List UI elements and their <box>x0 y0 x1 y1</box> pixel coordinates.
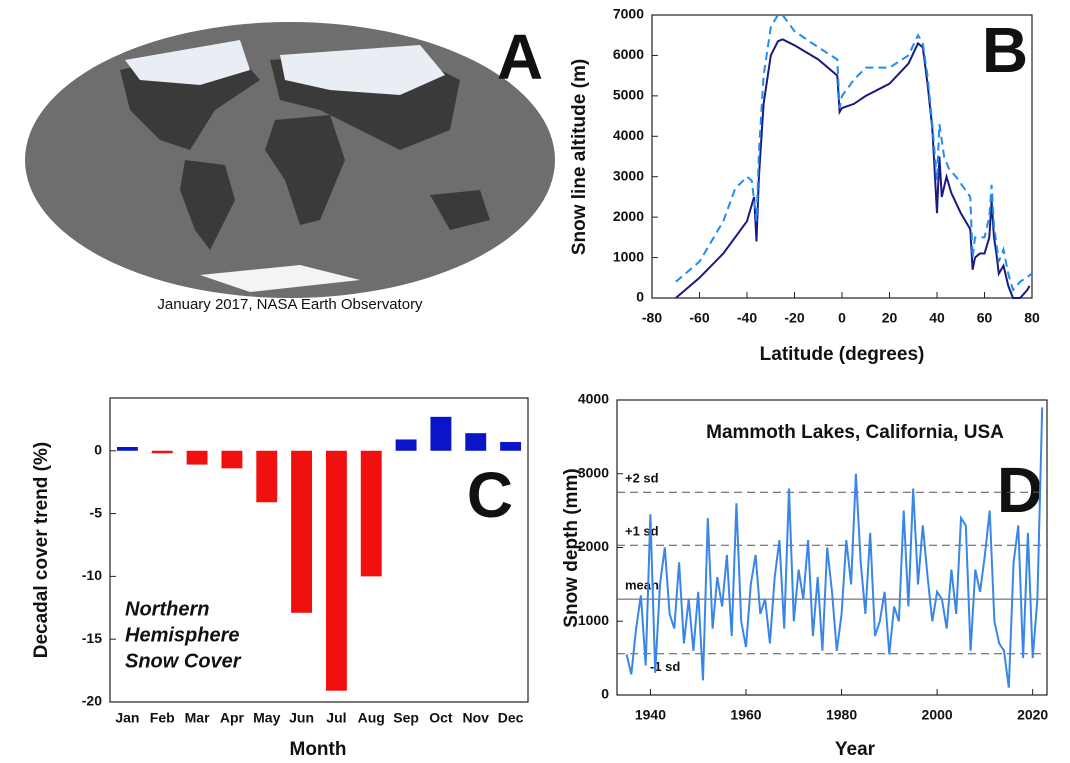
x-tick-label: Mar <box>185 710 210 726</box>
x-tick-label: Sep <box>393 710 419 726</box>
x-tick-label: 2020 <box>1017 707 1048 723</box>
x-axis-label: Year <box>835 739 876 760</box>
bar <box>291 451 312 613</box>
x-tick-label: Oct <box>429 710 453 726</box>
bar <box>430 417 451 451</box>
y-tick-label: 0 <box>94 441 102 457</box>
bar <box>221 451 242 469</box>
annotation: Northern <box>125 598 209 620</box>
x-axis-label: Month <box>290 739 347 760</box>
x-tick-label: -60 <box>689 310 709 326</box>
data-line <box>676 15 1032 290</box>
x-tick-label: 60 <box>977 310 993 326</box>
reference-label: +1 sd <box>625 524 659 539</box>
x-tick-label: Feb <box>150 710 175 726</box>
y-tick-label: 0 <box>636 289 644 305</box>
x-tick-label: 1980 <box>826 707 857 723</box>
y-tick-label: -15 <box>82 630 102 646</box>
panel-letter: D <box>997 454 1043 526</box>
x-tick-label: Jan <box>115 710 139 726</box>
panel-letter: A <box>497 21 543 93</box>
y-tick-label: 5000 <box>613 87 644 103</box>
x-tick-label: May <box>253 710 280 726</box>
bar <box>361 451 382 577</box>
x-tick-label: 1940 <box>635 707 666 723</box>
bar <box>396 439 417 450</box>
y-axis-label: Snow line altitude (m) <box>569 59 590 255</box>
x-tick-label: -40 <box>737 310 757 326</box>
bar <box>256 451 277 503</box>
y-tick-label: 1000 <box>613 248 644 264</box>
y-tick-label: 0 <box>601 686 609 702</box>
bar <box>465 433 486 451</box>
y-tick-label: 7000 <box>613 6 644 22</box>
y-tick-label: 3000 <box>613 167 644 183</box>
x-tick-label: 0 <box>838 310 846 326</box>
x-tick-label: 80 <box>1024 310 1040 326</box>
x-tick-label: Dec <box>498 710 524 726</box>
y-axis-label: Decadal cover trend (%) <box>31 442 52 658</box>
plot-frame <box>617 400 1047 695</box>
annotation: Mammoth Lakes, California, USA <box>706 422 1004 443</box>
reference-label: +2 sd <box>625 471 659 486</box>
plot-frame <box>652 15 1032 298</box>
x-tick-label: Aug <box>358 710 385 726</box>
panel-letter: C <box>467 459 513 531</box>
annotation: Hemisphere <box>125 624 240 646</box>
x-tick-label: Apr <box>220 710 245 726</box>
y-tick-label: 6000 <box>613 46 644 62</box>
map-caption: January 2017, NASA Earth Observatory <box>157 296 423 313</box>
y-tick-label: 2000 <box>613 208 644 224</box>
panel-letter: B <box>982 14 1028 86</box>
bar <box>326 451 347 691</box>
annotation: Snow Cover <box>125 650 242 672</box>
y-tick-label: -10 <box>82 567 102 583</box>
x-tick-label: Nov <box>463 710 490 726</box>
y-tick-label: -5 <box>90 504 103 520</box>
y-tick-label: 4000 <box>613 127 644 143</box>
y-tick-label: 3000 <box>578 464 609 480</box>
data-line <box>676 39 1030 298</box>
data-line <box>627 407 1043 687</box>
bar <box>187 451 208 465</box>
x-tick-label: -20 <box>784 310 804 326</box>
y-tick-label: 4000 <box>578 391 609 407</box>
x-tick-label: 20 <box>882 310 898 326</box>
figure: January 2017, NASA Earth Observatory A B… <box>0 0 1070 763</box>
y-tick-label: 2000 <box>578 538 609 554</box>
x-axis-label: Latitude (degrees) <box>760 344 925 365</box>
y-tick-label: 1000 <box>578 612 609 628</box>
bar <box>152 451 173 454</box>
world-map <box>25 22 555 298</box>
y-tick-label: -20 <box>82 693 102 709</box>
x-tick-label: Jun <box>289 710 314 726</box>
x-tick-label: Jul <box>326 710 346 726</box>
bar <box>500 442 521 451</box>
bar <box>117 447 138 451</box>
reference-label: mean <box>625 578 659 593</box>
x-tick-label: 40 <box>929 310 945 326</box>
x-tick-label: 2000 <box>922 707 953 723</box>
x-tick-label: 1960 <box>730 707 761 723</box>
x-tick-label: -80 <box>642 310 662 326</box>
